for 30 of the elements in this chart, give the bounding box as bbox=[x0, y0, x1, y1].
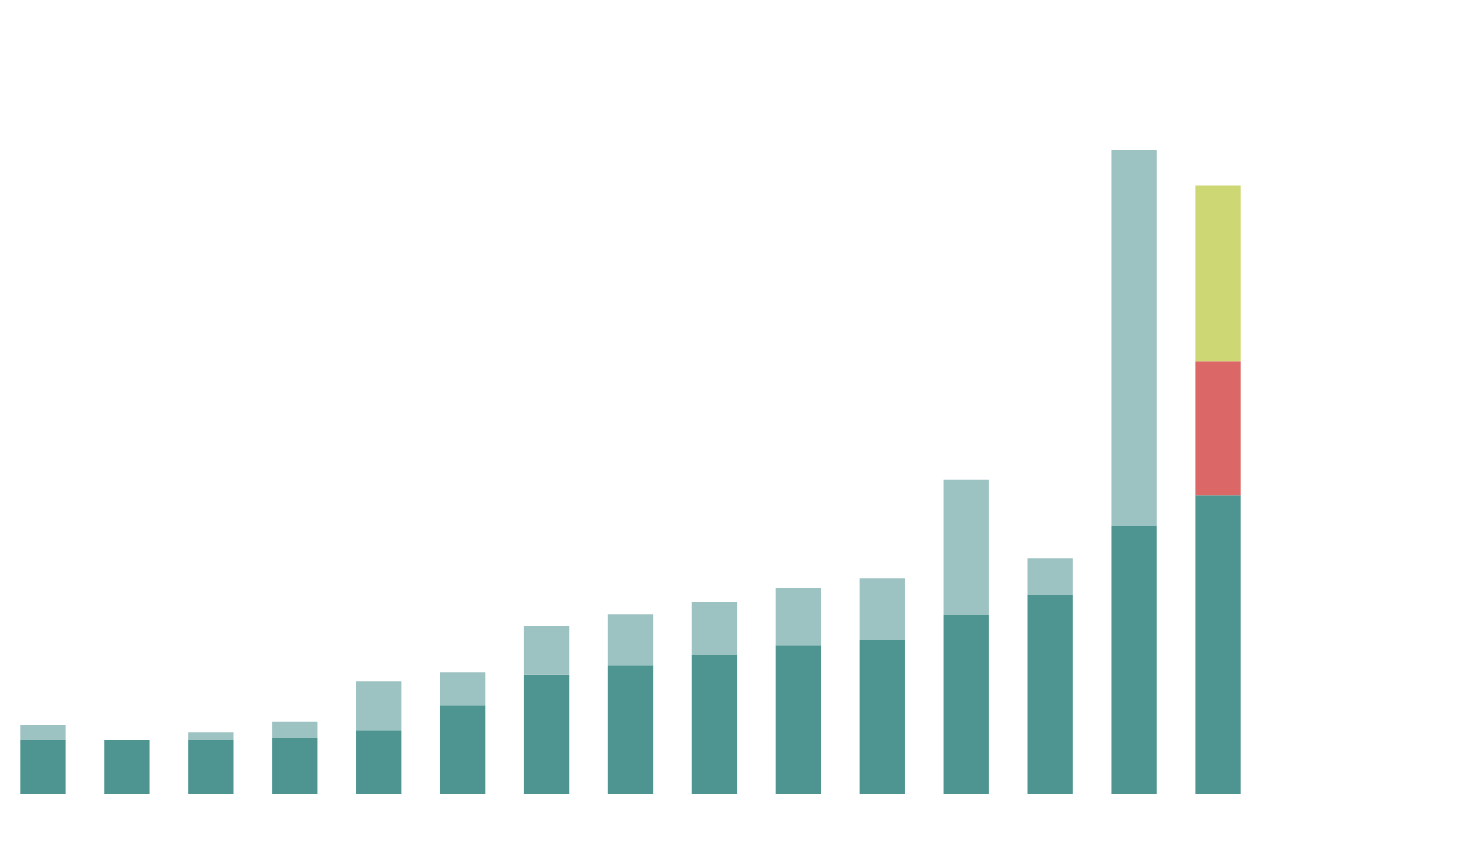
bar bbox=[691, 654, 738, 794]
bar bbox=[943, 614, 989, 794]
bar bbox=[1027, 558, 1073, 595]
bar bbox=[691, 602, 738, 655]
bar bbox=[20, 739, 66, 794]
bar bbox=[607, 665, 654, 794]
bar bbox=[1195, 495, 1241, 794]
bar bbox=[356, 730, 402, 794]
bar bbox=[272, 737, 318, 794]
bar bbox=[523, 625, 570, 675]
bar bbox=[188, 739, 234, 794]
bar bbox=[607, 614, 654, 666]
bar bbox=[356, 681, 402, 731]
bar bbox=[188, 732, 234, 740]
bar bbox=[439, 705, 486, 794]
bar bbox=[775, 587, 822, 646]
bar bbox=[943, 479, 989, 615]
bar bbox=[1111, 149, 1157, 527]
bar bbox=[1195, 185, 1241, 362]
bar bbox=[1111, 526, 1157, 794]
bar bbox=[272, 721, 318, 738]
bar bbox=[775, 645, 822, 794]
bar bbox=[523, 674, 570, 794]
bar bbox=[439, 672, 486, 706]
bar bbox=[1027, 595, 1073, 794]
bar bbox=[859, 640, 905, 794]
bar bbox=[104, 739, 150, 794]
bar bbox=[859, 578, 905, 641]
bar bbox=[1195, 361, 1241, 496]
bar bbox=[20, 725, 66, 740]
